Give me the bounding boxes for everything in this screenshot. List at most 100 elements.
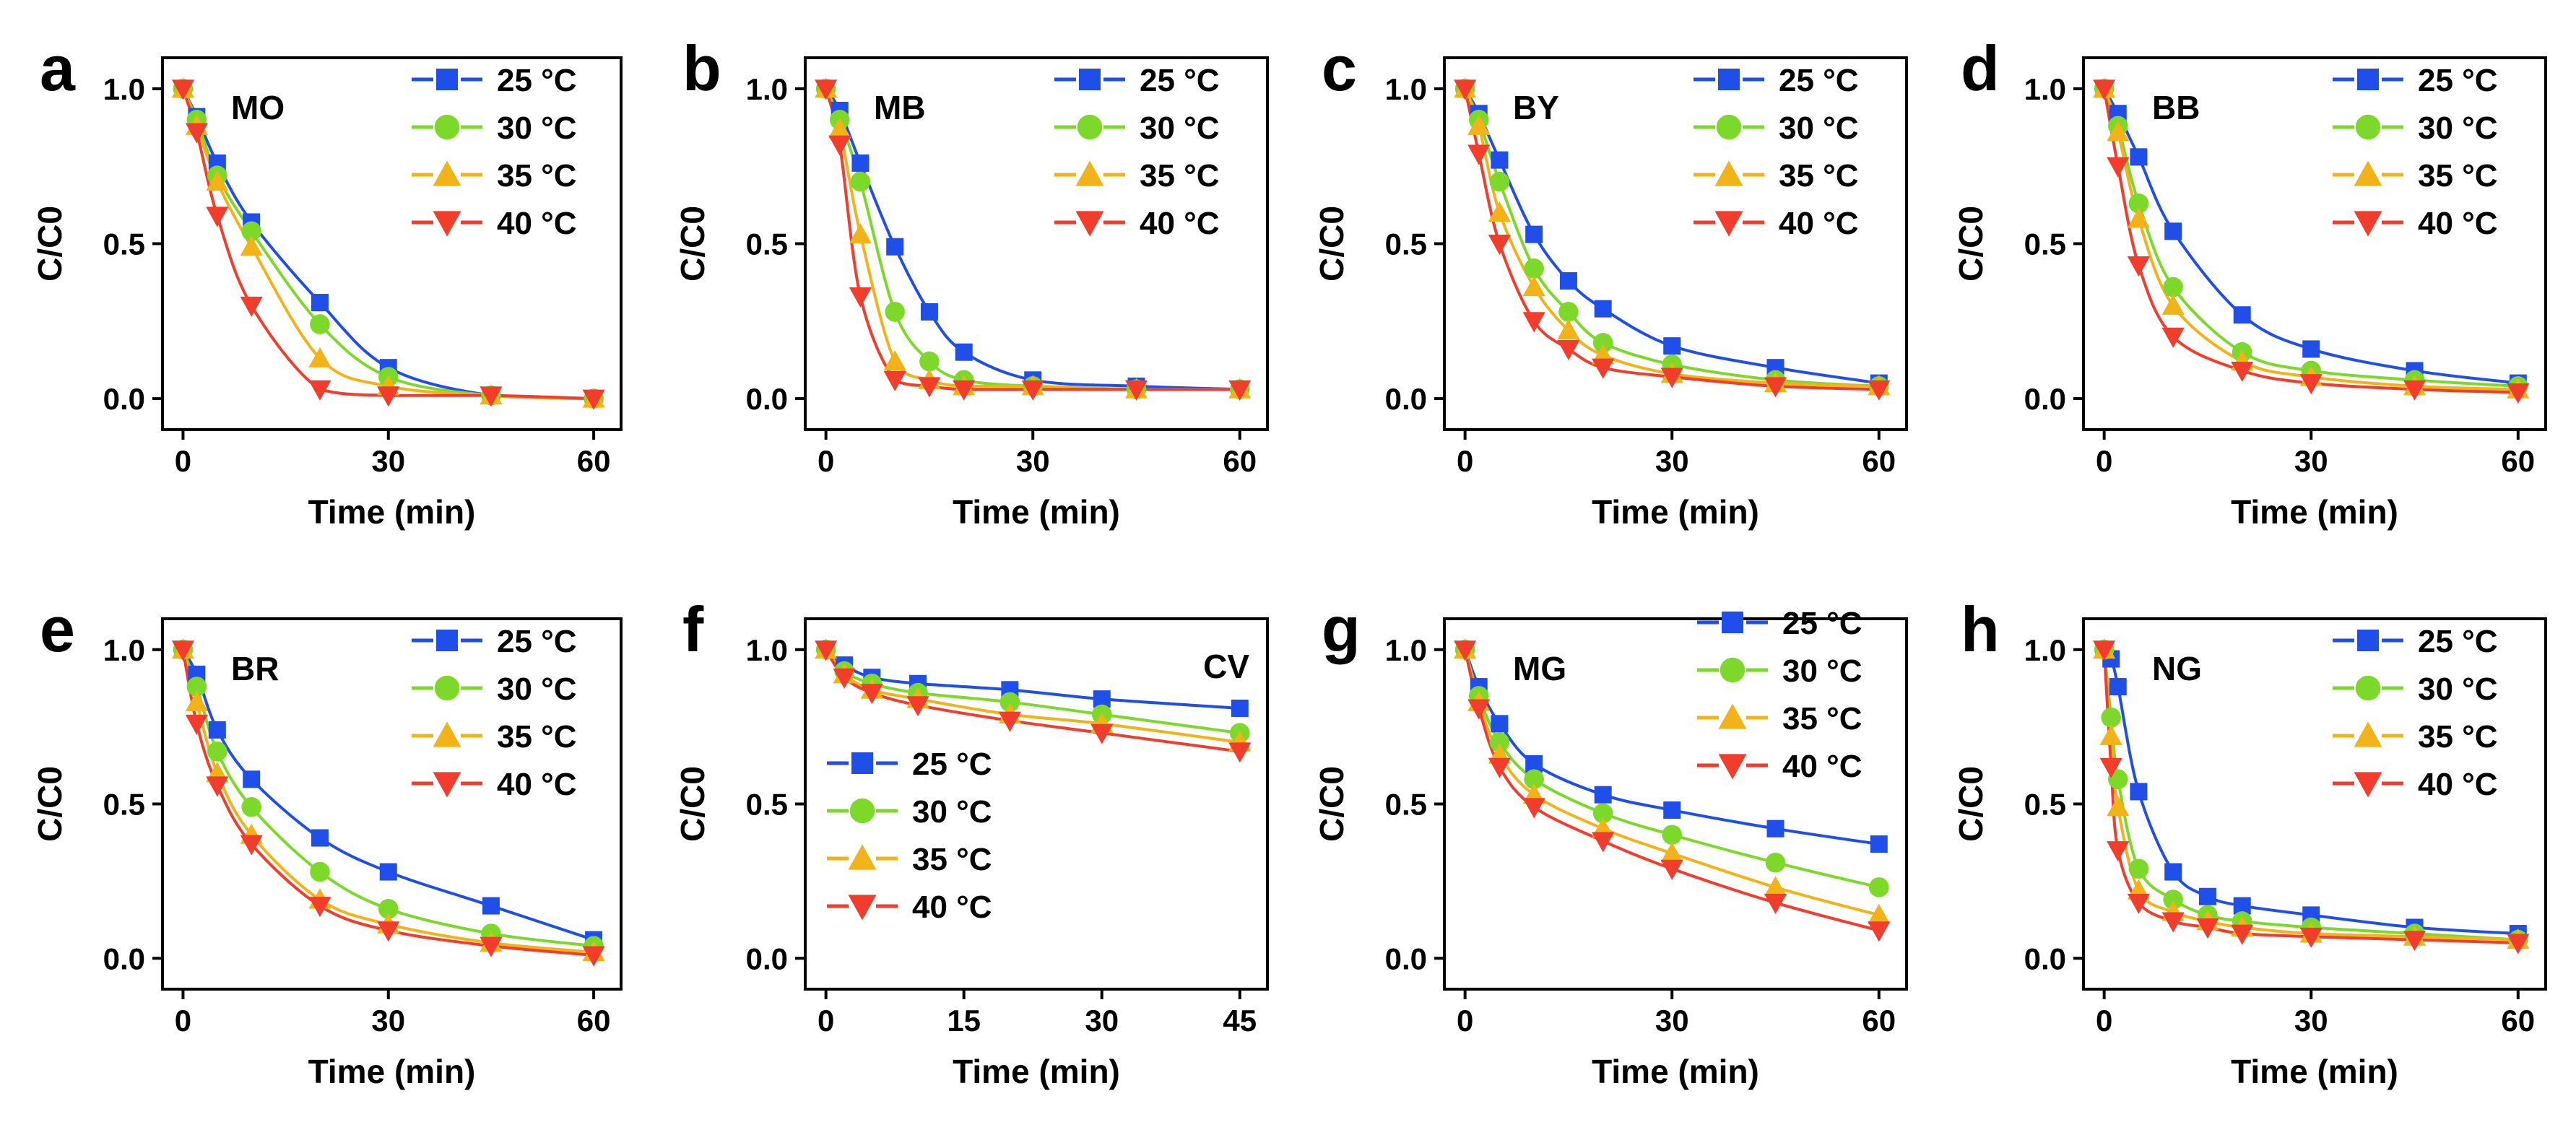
- data-point: [308, 347, 331, 368]
- y-tick-label: 0.5: [2024, 788, 2066, 822]
- legend-label: 40 °C: [912, 890, 992, 925]
- panel-letter: a: [40, 32, 76, 104]
- data-point: [241, 221, 262, 242]
- data-point: [1663, 801, 1681, 819]
- y-axis-title: C/C0: [31, 766, 69, 842]
- legend-label: 25 °C: [497, 624, 577, 659]
- panel-letter: f: [682, 593, 704, 665]
- x-tick-label: 30: [2294, 1004, 2328, 1038]
- panel-c: 0 30 60 0.0 0.5 1.0 Time (min) C/C0 c BY 25 °C 30 °…: [1313, 32, 1908, 531]
- panel-d: 0 30 60 0.0 0.5 1.0 Time (min) C/C0 d BB 25 °C 30 °…: [1952, 32, 2547, 531]
- data-point: [1491, 715, 1509, 733]
- data-point: [1467, 114, 1491, 135]
- legend-label: 35 °C: [1140, 158, 1220, 193]
- legend-marker: [1718, 754, 1747, 780]
- data-point: [1868, 921, 1891, 942]
- y-tick-label: 0.5: [1385, 227, 1427, 261]
- legend-label: 35 °C: [1779, 158, 1859, 193]
- x-tick-label: 60: [2501, 1004, 2535, 1038]
- x-tick-label: 45: [1223, 1004, 1257, 1038]
- y-axis-title: C/C0: [1313, 766, 1350, 842]
- data-point: [2161, 294, 2185, 315]
- y-tick-label: 0.0: [103, 382, 145, 416]
- data-point: [2196, 918, 2219, 939]
- legend-marker: [434, 675, 460, 701]
- legend-label: 30 °C: [2418, 671, 2498, 707]
- x-tick-label: 30: [2294, 444, 2328, 478]
- data-point: [833, 668, 856, 689]
- y-tick-label: 0.0: [746, 382, 788, 416]
- legend-marker: [433, 721, 461, 747]
- legend-marker: [2354, 211, 2382, 237]
- legend-label: 35 °C: [2418, 158, 2498, 193]
- legend-marker: [1714, 160, 1743, 186]
- data-point: [1231, 699, 1249, 717]
- data-point: [240, 296, 263, 317]
- data-point: [850, 171, 871, 192]
- data-point: [2161, 912, 2185, 933]
- data-point: [2127, 893, 2151, 914]
- legend-label: 25 °C: [2418, 624, 2498, 659]
- data-point: [378, 899, 399, 919]
- data-point: [1592, 832, 1615, 853]
- x-tick-label: 60: [577, 1004, 611, 1038]
- data-point: [1524, 258, 1544, 279]
- data-point: [1868, 877, 1889, 897]
- data-point: [815, 79, 838, 100]
- data-point: [2093, 79, 2116, 100]
- x-tick-label: 15: [947, 1004, 981, 1038]
- legend-marker: [436, 69, 458, 90]
- data-point: [185, 714, 208, 735]
- data-point: [1228, 742, 1252, 763]
- y-tick-label: 0.0: [2024, 941, 2066, 975]
- legend-marker: [2357, 630, 2379, 651]
- data-point: [480, 936, 503, 957]
- y-tick-label: 1.0: [2024, 633, 2066, 667]
- data-point: [2109, 678, 2127, 696]
- data-point: [1522, 312, 1545, 333]
- data-point: [2164, 222, 2182, 240]
- data-point: [186, 677, 207, 697]
- legend-label: 40 °C: [497, 206, 577, 241]
- legend-label: 40 °C: [497, 767, 577, 802]
- y-axis-title: C/C0: [674, 766, 711, 842]
- y-tick-label: 1.0: [1385, 72, 1427, 106]
- y-tick-label: 0.5: [103, 788, 145, 822]
- data-point: [1594, 786, 1612, 804]
- data-point: [883, 349, 906, 371]
- dye-label: BR: [231, 650, 279, 687]
- data-point: [2130, 783, 2148, 801]
- legend-label: 40 °C: [2418, 206, 2498, 241]
- y-tick-label: 1.0: [1385, 633, 1427, 667]
- legend-label: 40 °C: [1782, 749, 1862, 784]
- data-point: [1090, 723, 1114, 744]
- data-point: [2107, 841, 2130, 862]
- data-point: [582, 389, 605, 410]
- x-tick-label: 60: [1862, 1004, 1896, 1038]
- panel-letter: b: [682, 32, 721, 104]
- dye-label: MB: [874, 89, 926, 126]
- data-point: [2507, 383, 2530, 404]
- y-tick-label: 0.5: [746, 788, 788, 822]
- data-point: [377, 921, 400, 942]
- y-tick-label: 0.0: [1385, 382, 1427, 416]
- data-point: [2127, 256, 2151, 277]
- legend-label: 25 °C: [912, 747, 992, 782]
- data-point: [1489, 171, 1510, 192]
- dye-label: MO: [231, 89, 285, 126]
- x-tick-label: 0: [1457, 1004, 1473, 1038]
- data-point: [1592, 803, 1613, 824]
- data-point: [2093, 640, 2116, 661]
- data-point: [240, 835, 263, 856]
- panel-letter: c: [1322, 32, 1357, 104]
- curve-30 °C: [1463, 88, 1879, 388]
- data-point: [1660, 368, 1683, 388]
- data-point: [377, 386, 400, 407]
- data-point: [2507, 934, 2530, 954]
- data-point: [1592, 333, 1613, 353]
- y-tick-label: 1.0: [746, 72, 788, 106]
- legend-marker: [849, 798, 875, 824]
- x-tick-label: 0: [818, 1004, 834, 1038]
- data-point: [1454, 79, 1477, 100]
- legend-label: 25 °C: [497, 63, 577, 98]
